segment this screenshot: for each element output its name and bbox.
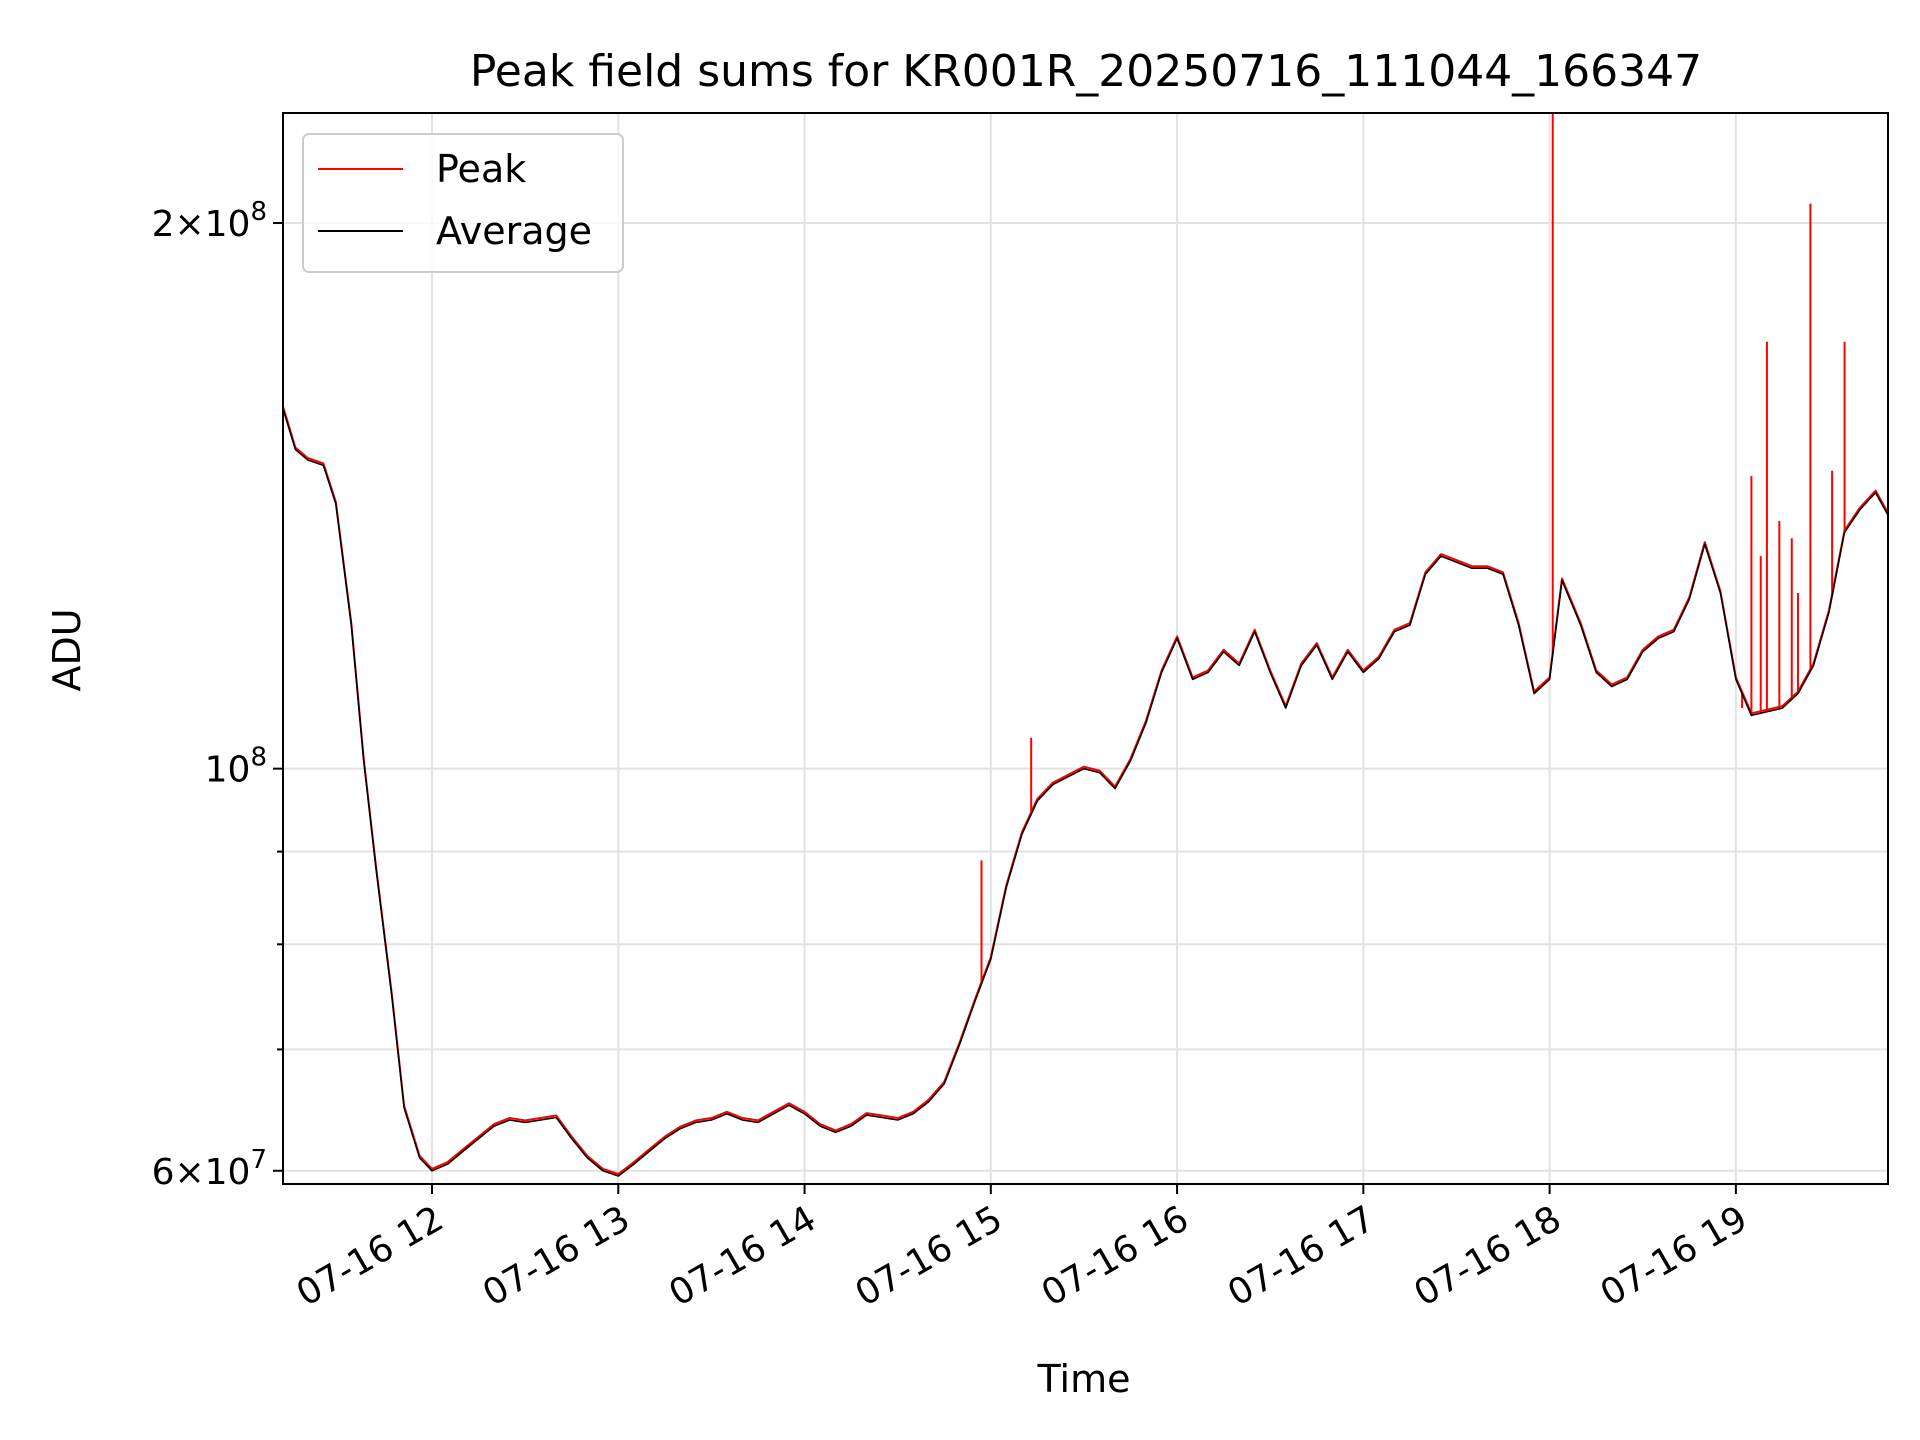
plot-series [282,113,1889,1177]
plot-frame [282,112,1889,1185]
y-tick-label: 6×107 [152,1145,267,1193]
series-line-peak [282,406,1889,1175]
series-line-average [282,408,1889,1177]
legend: Peak Average [302,133,624,273]
y-tick-label: 2×108 [152,197,267,245]
chart-title: Peak field sums for KR001R_20250716_1110… [470,46,1702,97]
y-tick-label: 108 [205,743,267,791]
x-axis-label: Time [1037,1357,1131,1401]
legend-label-average: Average [436,209,592,253]
legend-label-peak: Peak [436,147,526,191]
y-axis-ticks: 6×107 108 2×108 [152,197,283,1193]
y-axis-label: ADU [45,608,89,691]
